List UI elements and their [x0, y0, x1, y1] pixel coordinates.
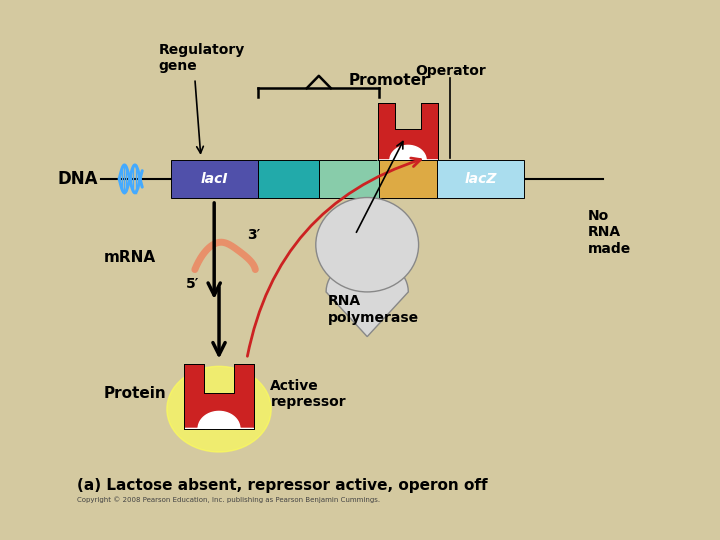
Bar — [184, 364, 204, 429]
Text: lacI: lacI — [201, 172, 228, 186]
Text: lacZ: lacZ — [464, 172, 497, 186]
Bar — [319, 160, 379, 198]
Text: mRNA: mRNA — [104, 249, 156, 265]
Bar — [421, 103, 438, 160]
Text: Regulatory
gene: Regulatory gene — [158, 43, 245, 73]
Text: Copyright © 2008 Pearson Education, Inc. publishing as Pearson Benjamin Cummings: Copyright © 2008 Pearson Education, Inc.… — [77, 496, 380, 503]
Text: Protein: Protein — [104, 386, 167, 401]
Bar — [234, 364, 253, 429]
Polygon shape — [184, 411, 254, 429]
Bar — [258, 160, 319, 198]
Polygon shape — [326, 258, 408, 336]
Bar — [378, 129, 438, 160]
Text: Promoter: Promoter — [349, 73, 430, 88]
Bar — [184, 393, 253, 429]
Polygon shape — [378, 145, 438, 160]
Text: DNA: DNA — [58, 170, 98, 188]
Bar — [437, 160, 524, 198]
Circle shape — [167, 366, 271, 452]
Text: (a) Lactose absent, repressor active, operon off: (a) Lactose absent, repressor active, op… — [77, 478, 487, 493]
Text: RNA
polymerase: RNA polymerase — [328, 294, 419, 325]
Text: 3′: 3′ — [248, 228, 261, 242]
Bar — [378, 103, 395, 160]
Bar — [171, 160, 258, 198]
Bar — [379, 160, 437, 198]
Ellipse shape — [316, 198, 418, 292]
Text: Operator: Operator — [415, 64, 486, 78]
Text: No
RNA
made: No RNA made — [588, 209, 631, 255]
Text: 5′: 5′ — [186, 277, 199, 291]
Text: Active
repressor: Active repressor — [271, 379, 346, 409]
